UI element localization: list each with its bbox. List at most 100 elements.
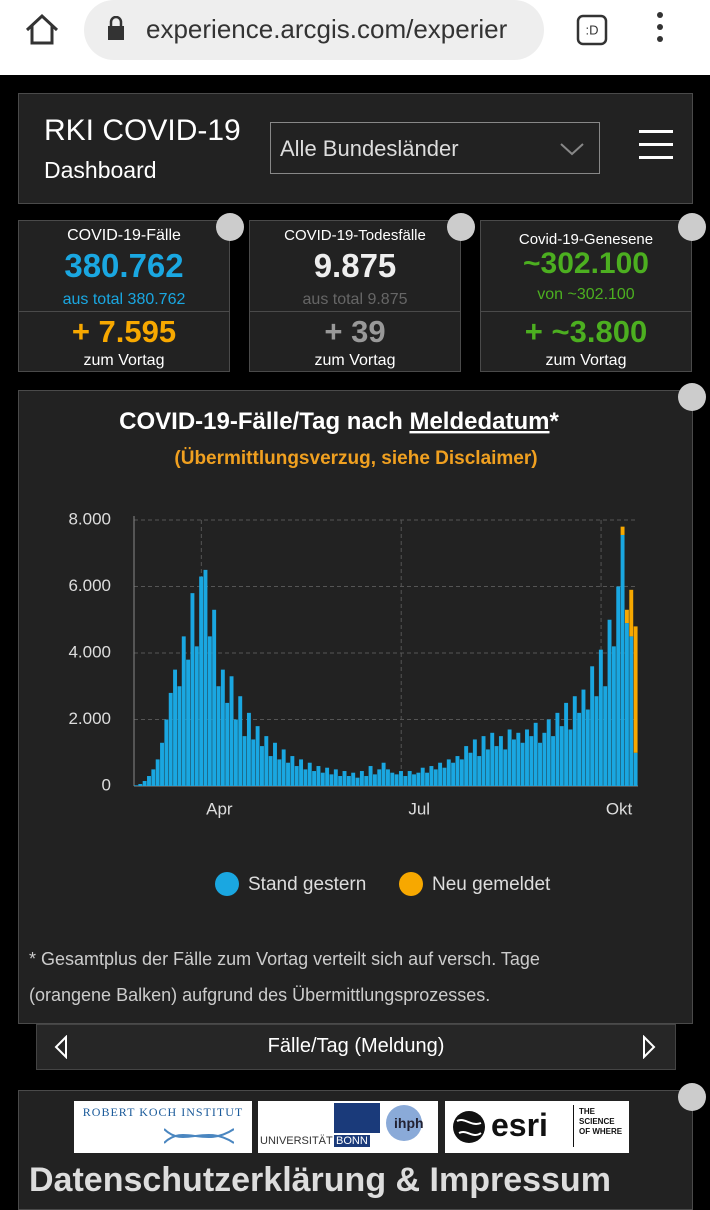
- url-field[interactable]: experience.arcgis.com/experier: [84, 0, 544, 60]
- bar: [594, 696, 599, 786]
- bar: [151, 769, 156, 786]
- bar: [633, 626, 638, 753]
- bar: [503, 749, 508, 786]
- bar: [207, 636, 212, 786]
- nav-next[interactable]: [641, 1035, 657, 1059]
- bar: [607, 619, 612, 786]
- bar: [233, 719, 238, 786]
- footnote-line: (orangene Balken) aufgrund des Übermittl…: [29, 985, 491, 1005]
- bonn-text: BONN: [334, 1135, 370, 1147]
- bar: [251, 739, 256, 786]
- bar: [333, 769, 338, 786]
- bar: [203, 569, 208, 786]
- bar: [520, 742, 525, 786]
- bar: [429, 766, 434, 786]
- bar: [307, 762, 312, 786]
- bar: [446, 759, 451, 786]
- bar: [199, 576, 204, 786]
- bar: [542, 732, 547, 786]
- menu-dots[interactable]: [650, 10, 670, 46]
- bar: [512, 739, 516, 786]
- rki-text: ROBERT KOCH INSTITUT: [82, 1105, 244, 1119]
- expand-button[interactable]: [678, 383, 706, 411]
- bar: [546, 719, 551, 786]
- bar: [264, 736, 269, 786]
- esri-text: esri: [491, 1107, 548, 1143]
- card-delta-label: zum Vortag: [545, 352, 627, 369]
- esri-divider: [573, 1105, 574, 1147]
- bar: [472, 739, 477, 786]
- tab-icon[interactable]: :D: [574, 12, 610, 48]
- bar: [564, 702, 569, 786]
- bar: [225, 702, 230, 786]
- card-divider: [19, 311, 229, 312]
- card-delta: + ~3.800: [524, 314, 648, 349]
- bonn-graphic: [334, 1103, 380, 1133]
- bar: [290, 756, 295, 786]
- bar: [490, 732, 495, 786]
- chart-title-text: COVID-19-Fälle/Tag nach: [119, 408, 409, 435]
- bar: [590, 666, 595, 786]
- bar: [616, 586, 621, 786]
- bar: [242, 736, 247, 786]
- esri-logo: esri THE SCIENCE OF WHERE: [445, 1101, 629, 1153]
- card-label: COVID-19-Todesfälle: [284, 227, 426, 244]
- bar: [494, 746, 499, 786]
- esri-tagline: THE SCIENCE OF WHERE: [579, 1107, 623, 1136]
- bar: [142, 781, 147, 786]
- bar: [177, 686, 182, 786]
- bar: [516, 732, 521, 786]
- bar: [481, 736, 486, 786]
- bar: [190, 593, 195, 786]
- bar: [312, 771, 317, 786]
- bar: [585, 709, 590, 786]
- bar: [160, 742, 164, 786]
- nav-bar: Fälle/Tag (Meldung): [36, 1024, 676, 1070]
- bar: [320, 772, 325, 786]
- bonn-logo: UNIVERSITÄT BONN ihph: [258, 1101, 438, 1153]
- bar: [329, 774, 334, 786]
- bar: [220, 669, 225, 786]
- dropdown[interactable]: Alle Bundesländer: [270, 122, 600, 174]
- footnote: * Gesamtplus der Fälle zum Vortag vertei…: [29, 941, 540, 1013]
- bar: [372, 774, 377, 786]
- y-tick-label: 2.000: [68, 709, 111, 728]
- svg-text::D: :D: [586, 22, 599, 37]
- browser-bar: experience.arcgis.com/experier :D: [0, 0, 710, 75]
- rki-logo: ROBERT KOCH INSTITUT: [74, 1101, 252, 1153]
- expand-button[interactable]: [216, 213, 244, 241]
- card-label: COVID-19-Fälle: [67, 227, 181, 244]
- chart-title-link[interactable]: Meldedatum: [409, 408, 549, 435]
- footer-heading: Datenschutzerklärung & Impressum: [29, 1161, 611, 1199]
- expand-button[interactable]: [447, 213, 475, 241]
- bar: [624, 609, 629, 624]
- nav-prev[interactable]: [53, 1035, 69, 1059]
- home-icon[interactable]: [22, 10, 62, 50]
- bar: [620, 534, 625, 786]
- card-total: von ~302.100: [537, 286, 635, 303]
- chart-title: COVID-19-Fälle/Tag nach Meldedatum*: [119, 408, 559, 435]
- bar: [147, 776, 151, 786]
- bar: [555, 712, 560, 786]
- bar: [420, 767, 425, 786]
- expand-button[interactable]: [678, 1083, 706, 1111]
- bar: [351, 772, 356, 786]
- legend-label: Stand gestern: [248, 874, 366, 895]
- bar: [425, 772, 430, 786]
- bar: [273, 742, 277, 786]
- card-cases: COVID-19-Fälle 380.762 aus total 380.762…: [18, 220, 230, 372]
- bar: [216, 686, 221, 786]
- bar: [168, 692, 173, 786]
- bar: [138, 784, 143, 786]
- expand-button[interactable]: [678, 213, 706, 241]
- dropdown-text: Alle Bundesländer: [280, 136, 459, 161]
- y-tick-label: 6.000: [68, 576, 111, 595]
- bar: [386, 769, 390, 786]
- chart-subtitle: (Übermittlungsverzug, siehe Disclaimer): [174, 448, 537, 469]
- hamburger[interactable]: [639, 130, 675, 160]
- y-tick-label: 0: [102, 775, 111, 794]
- chart: COVID-19-Fälle/Tag nach Meldedatum* (Übe…: [68, 408, 638, 896]
- chart-panel: COVID-19-Fälle/Tag nach Meldedatum* (Übe…: [18, 390, 693, 1024]
- bar: [246, 712, 251, 786]
